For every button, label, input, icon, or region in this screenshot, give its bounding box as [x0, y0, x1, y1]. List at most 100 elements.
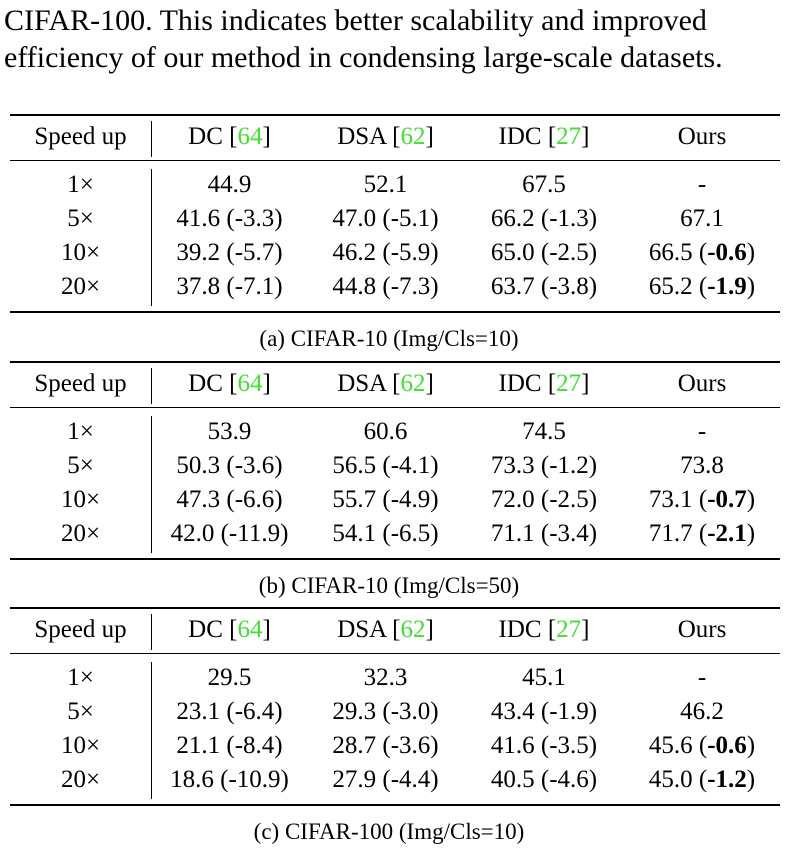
column-divider — [151, 121, 152, 157]
header-row: Speed up DC [64] DSA [62] IDC [27] Ours — [10, 120, 780, 154]
dsa-cell: 27.9 (-4.4) — [332, 766, 439, 793]
header-ours: Ours — [677, 370, 727, 397]
table-row: 10× 47.3 (-6.6) 55.7 (-4.9) 72.0 (-2.5) … — [10, 483, 780, 517]
dsa-cell: 56.5 (-4.1) — [332, 452, 439, 479]
intro-paragraph: CIFAR-100. This indicates better scalabi… — [4, 2, 798, 76]
header-dsa: DSA [62] — [337, 616, 434, 643]
idc-cell: 67.5 — [522, 171, 566, 198]
idc-cell: 72.0 (-2.5) — [490, 486, 598, 513]
header-dc: DC [64] — [188, 370, 271, 397]
dsa-cell: 29.3 (-3.0) — [332, 698, 439, 725]
citation-link[interactable]: 62 — [400, 123, 426, 150]
ours-delta: -0.7 — [707, 486, 747, 513]
speed-cell: 20× — [60, 520, 101, 547]
citation-link[interactable]: 62 — [400, 370, 426, 397]
dc-cell: 50.3 (-3.6) — [176, 452, 283, 479]
idc-cell: 43.4 (-1.9) — [490, 698, 598, 725]
idc-cell: 41.6 (-3.5) — [490, 732, 598, 759]
bottom-rule — [10, 804, 780, 806]
table-row: 20× 37.8 (-7.1) 44.8 (-7.3) 63.7 (-3.8) … — [10, 270, 780, 304]
speed-cell: 1× — [67, 418, 94, 445]
dc-cell: 18.6 (-10.9) — [170, 766, 289, 793]
header-row: Speed up DC [64] DSA [62] IDC [27] Ours — [10, 613, 780, 647]
dsa-cell: 55.7 (-4.9) — [332, 486, 439, 513]
table-caption: (c) CIFAR-100 (Img/Cls=10) — [253, 819, 525, 844]
idc-cell: 65.0 (-2.5) — [490, 239, 598, 266]
header-ours: Ours — [677, 616, 727, 643]
table-caption: (b) CIFAR-10 (Img/Cls=50) — [258, 573, 520, 598]
speed-cell: 20× — [60, 273, 101, 300]
citation-link[interactable]: 27 — [556, 616, 582, 643]
header-rule — [10, 407, 780, 408]
column-divider — [151, 416, 152, 553]
citation-link[interactable]: 62 — [400, 616, 426, 643]
dc-cell: 21.1 (-8.4) — [176, 732, 283, 759]
ours-delta: -2.1 — [707, 520, 747, 547]
column-divider — [151, 368, 152, 404]
idc-cell: 71.1 (-3.4) — [490, 520, 598, 547]
dsa-cell: 44.8 (-7.3) — [332, 273, 439, 300]
speed-cell: 5× — [67, 205, 94, 232]
ours-cell: - — [697, 664, 707, 691]
ours-cell: 45.0 (-1.2) — [648, 766, 756, 793]
ours-cell: 73.8 — [680, 452, 724, 479]
citation-link[interactable]: 64 — [237, 123, 263, 150]
table-c: Speed up DC [64] DSA [62] IDC [27] Ours … — [10, 607, 780, 837]
dc-cell: 23.1 (-6.4) — [176, 698, 283, 725]
speed-cell: 10× — [60, 486, 101, 513]
bottom-rule — [10, 558, 780, 560]
citation-link[interactable]: 27 — [556, 370, 582, 397]
speed-cell: 1× — [67, 171, 94, 198]
table-caption: (a) CIFAR-10 (Img/Cls=10) — [259, 326, 519, 351]
citation-link[interactable]: 27 — [556, 123, 582, 150]
header-ours: Ours — [677, 123, 727, 150]
dsa-cell: 60.6 — [363, 418, 408, 445]
citation-link[interactable]: 64 — [237, 370, 263, 397]
idc-cell: 40.5 (-4.6) — [490, 766, 598, 793]
table-row: 20× 42.0 (-11.9) 54.1 (-6.5) 71.1 (-3.4)… — [10, 517, 780, 551]
intro-line-1: CIFAR-100. This indicates better scalabi… — [4, 4, 707, 37]
top-rule — [10, 607, 780, 609]
dc-cell: 41.6 (-3.3) — [176, 205, 283, 232]
idc-cell: 66.2 (-1.3) — [490, 205, 598, 232]
dc-cell: 37.8 (-7.1) — [176, 273, 283, 300]
column-divider — [151, 169, 152, 306]
dsa-cell: 32.3 — [363, 664, 408, 691]
top-rule — [10, 361, 780, 363]
column-divider — [151, 662, 152, 799]
table-b: Speed up DC [64] DSA [62] IDC [27] Ours … — [10, 361, 780, 591]
dsa-cell: 46.2 (-5.9) — [332, 239, 439, 266]
top-rule — [10, 114, 780, 116]
table-row: 5× 41.6 (-3.3) 47.0 (-5.1) 66.2 (-1.3) 6… — [10, 202, 780, 236]
ours-delta: -0.6 — [707, 239, 747, 266]
header-speed-up: Speed up — [34, 123, 127, 150]
ours-cell: 65.2 (-1.9) — [648, 273, 756, 300]
header-rule — [10, 160, 780, 161]
dc-cell: 29.5 — [207, 664, 252, 691]
idc-cell: 63.7 (-3.8) — [490, 273, 598, 300]
header-speed-up: Speed up — [34, 370, 127, 397]
intro-line-2: efficiency of our method in condensing l… — [4, 41, 723, 74]
ours-delta: -0.6 — [707, 732, 747, 759]
header-idc: IDC [27] — [498, 370, 590, 397]
header-idc: IDC [27] — [498, 616, 590, 643]
table-row: 10× 21.1 (-8.4) 28.7 (-3.6) 41.6 (-3.5) … — [10, 729, 780, 763]
header-idc: IDC [27] — [498, 123, 590, 150]
ours-cell: 73.1 (-0.7) — [648, 486, 756, 513]
citation-link[interactable]: 64 — [237, 616, 263, 643]
table-row: 1× 29.5 32.3 45.1 - — [10, 661, 780, 695]
header-dc: DC [64] — [188, 123, 271, 150]
column-divider — [151, 614, 152, 650]
speed-cell: 10× — [60, 239, 101, 266]
bottom-rule — [10, 311, 780, 313]
ours-cell: 45.6 (-0.6) — [648, 732, 756, 759]
ours-cell: 71.7 (-2.1) — [648, 520, 756, 547]
table-row: 10× 39.2 (-5.7) 46.2 (-5.9) 65.0 (-2.5) … — [10, 236, 780, 270]
ours-cell: - — [697, 171, 707, 198]
header-dsa: DSA [62] — [337, 123, 434, 150]
idc-cell: 74.5 — [522, 418, 566, 445]
dsa-cell: 52.1 — [363, 171, 408, 198]
ours-cell: 67.1 — [680, 205, 724, 232]
ours-cell: 66.5 (-0.6) — [648, 239, 756, 266]
table-a: Speed up DC [64] DSA [62] IDC [27] Ours … — [10, 114, 780, 344]
